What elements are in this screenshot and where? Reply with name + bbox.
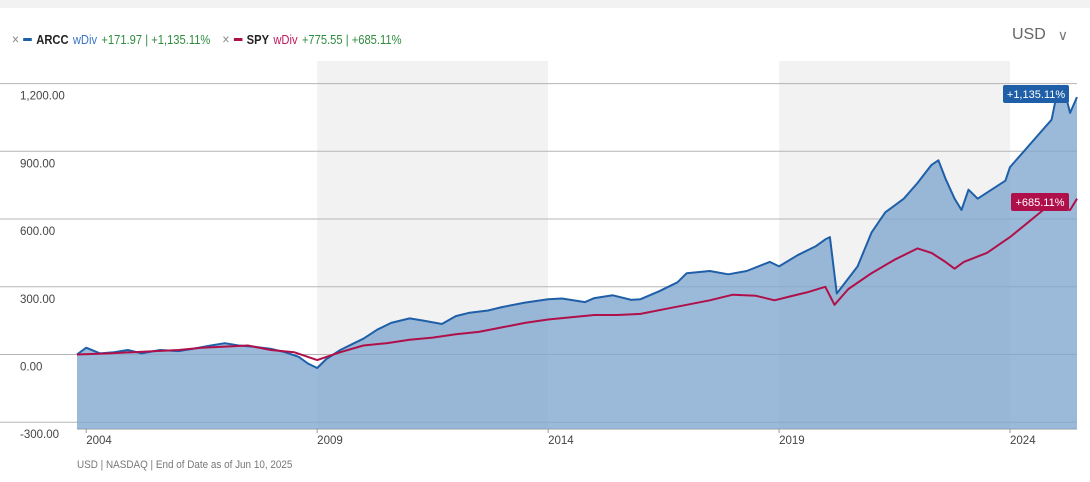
y-tick-label: 600.00 [20,226,55,238]
arcc-ticker[interactable]: ARCC [36,31,69,47]
arcc-wdiv-toggle[interactable]: wDiv [72,31,98,47]
arcc-change: +171.97 | +1,135.11% [101,31,211,47]
spy-swatch [233,37,243,41]
y-tick-label: 0.00 [20,361,42,373]
currency-selector[interactable]: USD ∨ [1012,26,1068,44]
x-tick-label: 2019 [779,435,805,447]
chart-footer-note: USD | NASDAQ | End of Date as of Jun 10,… [77,459,293,471]
arcc-end-label: +1,135.11% [1007,89,1065,101]
y-tick-label: 1,200.00 [20,91,65,103]
arcc-end-badge [1003,85,1069,103]
arcc-area [77,85,1077,430]
spy-wdiv-toggle[interactable]: wDiv [273,31,298,47]
spy-change: +775.55 | +685.11% [301,31,402,47]
arcc-swatch [23,37,32,41]
chart-legend: × ARCC wDiv +171.97 | +1,135.11% × SPY w… [12,29,414,49]
spy-end-label: +685.11% [1015,197,1064,209]
y-tick-label: 300.00 [20,294,55,306]
x-tick-label: 2024 [1010,435,1036,447]
currency-label: USD [1011,26,1046,43]
x-tick-label: 2009 [317,435,343,447]
remove-spy-icon[interactable]: × [222,31,230,47]
performance-chart[interactable]: 1,200.00 900.00 600.00 300.00 0.00 -300.00 200… [0,56,1090,456]
y-tick-label: 900.00 [20,158,55,170]
spy-end-badge [1011,193,1069,211]
y-tick-label: -300.00 [20,429,59,441]
x-tick-label: 2004 [86,435,112,447]
spy-line[interactable] [76,198,1078,362]
chevron-down-icon: ∨ [1057,26,1068,43]
spy-ticker[interactable]: SPY [246,31,270,47]
top-toolbar-strip [0,0,1090,8]
x-tick-label: 2014 [548,435,574,447]
remove-arcc-icon[interactable]: × [12,31,20,47]
